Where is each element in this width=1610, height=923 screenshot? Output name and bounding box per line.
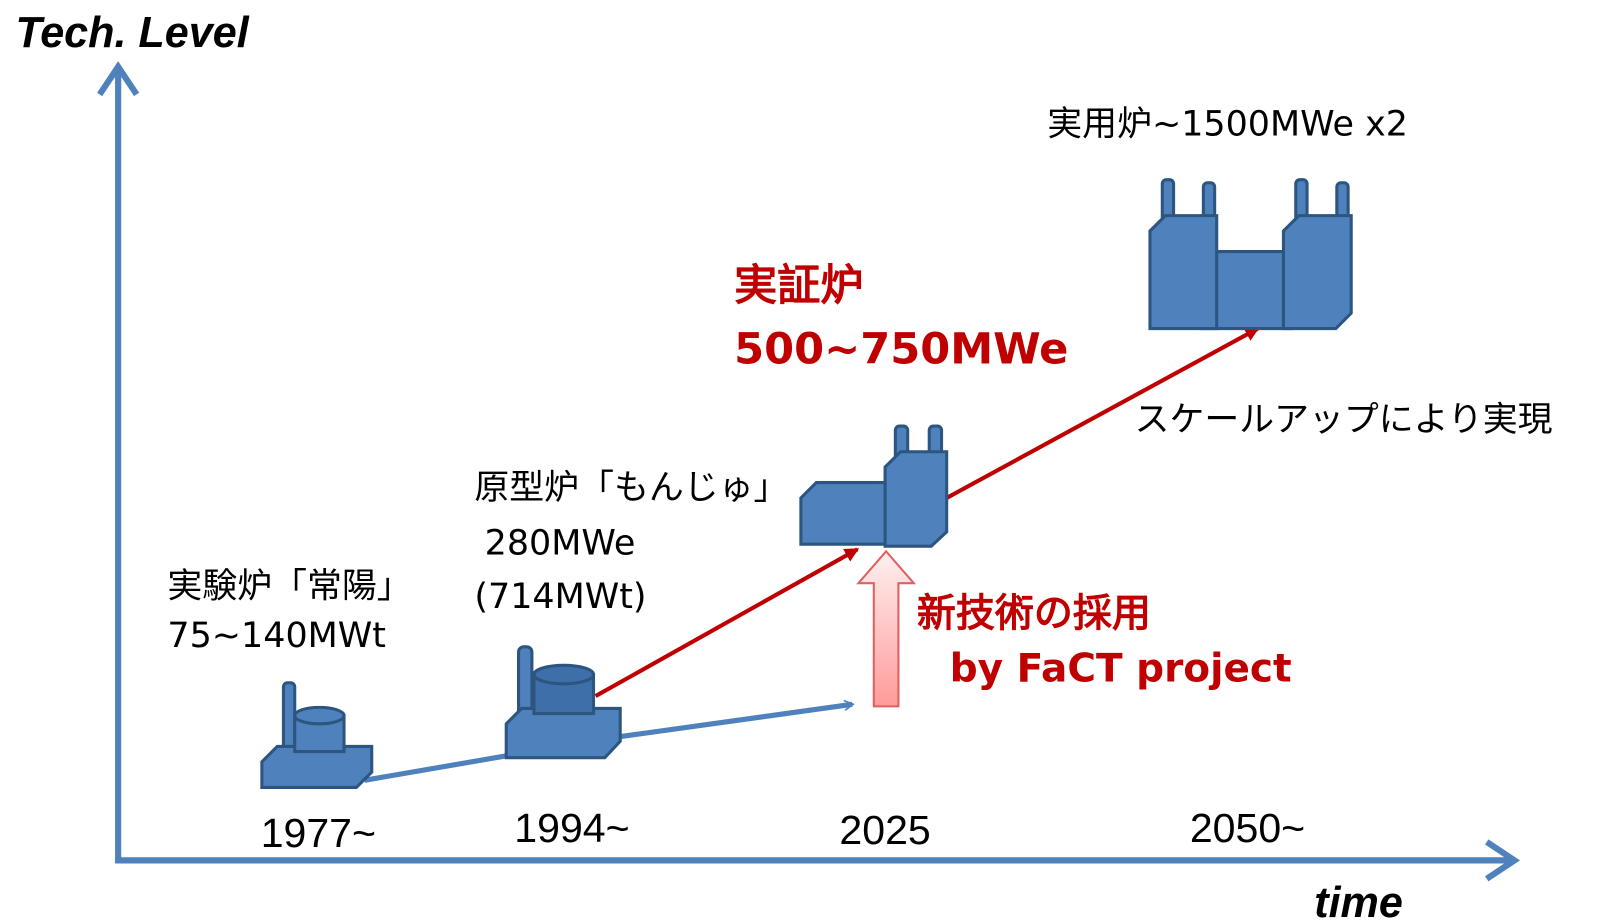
stage-label: 75~140MWt (167, 616, 386, 656)
stage-label: 実験炉「常陽」 (167, 567, 411, 607)
year-label: 1977~ (261, 810, 376, 856)
annotation: 新技術の採用 (917, 591, 1151, 636)
annotation: スケールアップにより実現 (1135, 400, 1553, 440)
new-tech-arrow (858, 551, 913, 706)
stage-label: 280MWe (485, 523, 636, 563)
stage-label: 実証炉 (734, 261, 863, 311)
reactor-icon (262, 683, 372, 788)
diagram: Tech. Level time 実験炉「常陽」 75~140MW (0, 0, 1610, 923)
stage-label: 500~750MWe (734, 324, 1068, 374)
x-axis-label: time (1314, 879, 1403, 923)
stage-label: (714MWt) (474, 577, 646, 617)
year-label: 2025 (839, 807, 930, 853)
annotation: by FaCT project (950, 647, 1292, 692)
trend-arrow (616, 704, 852, 737)
reactor-icon (1150, 180, 1351, 329)
reactor-icon (801, 426, 947, 546)
year-label: 1994~ (514, 805, 629, 851)
progress-arrow (596, 549, 858, 696)
stage-label: 実用炉~1500MWe x2 (1047, 105, 1408, 145)
y-axis-label: Tech. Level (15, 9, 249, 57)
stage-label: 原型炉「もんじゅ」 (474, 468, 788, 508)
year-label: 2050~ (1190, 805, 1305, 851)
reactor-icon (506, 647, 620, 758)
